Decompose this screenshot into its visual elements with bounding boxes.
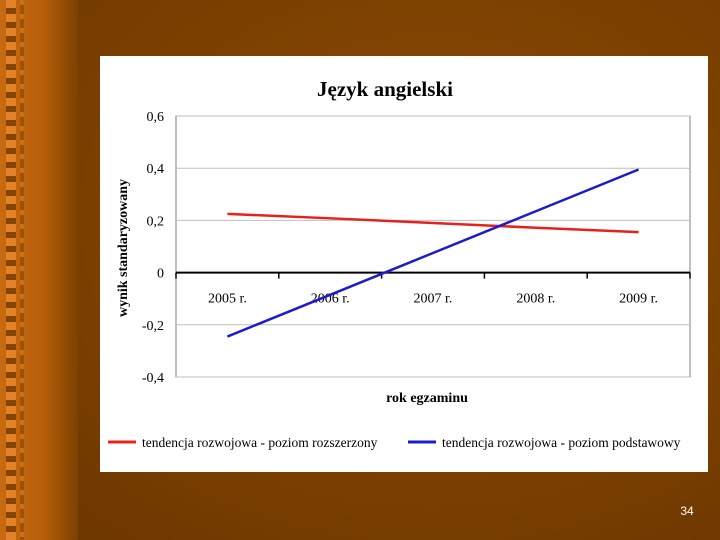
series-line-rozszerzony <box>227 212 639 234</box>
chart-panel: Język angielski -0,4 -0,2 0 0,2 0,4 0,6 2005 … <box>100 56 708 472</box>
series-lines <box>226 168 640 338</box>
plot-area <box>175 115 691 378</box>
x-tick-label: 2007 r. <box>414 292 453 307</box>
decorative-perforation-inner <box>20 0 24 540</box>
decorative-perforation <box>6 0 16 540</box>
x-tick-label: 2009 r. <box>619 292 658 307</box>
x-tick-label: 2006 r. <box>311 292 350 307</box>
legend-label: tendencja rozwojowa - poziom podstawowy <box>442 435 681 450</box>
legend: tendencja rozwojowa - poziom rozszerzony… <box>108 435 681 450</box>
legend-label: tendencja rozwojowa - poziom rozszerzony <box>142 435 378 450</box>
y-tick-label: -0,4 <box>142 371 164 386</box>
y-tick-label: -0,2 <box>142 319 164 334</box>
y-tick-label: 0,4 <box>147 162 165 177</box>
x-tick-label: 2005 r. <box>208 292 247 307</box>
chart-title: Język angielski <box>317 77 453 101</box>
page-number: 34 <box>680 504 694 518</box>
x-axis-label: rok egzaminu <box>386 391 468 406</box>
x-tick-labels: 2005 r. 2006 r. 2007 r. 2008 r. 2009 r. <box>208 292 658 307</box>
gridlines <box>175 115 691 378</box>
y-axis-label: wynik standaryzowany <box>116 179 131 317</box>
y-tick-label: 0 <box>157 267 164 282</box>
line-chart: Język angielski -0,4 -0,2 0 0,2 0,4 0,6 2005 … <box>108 77 691 450</box>
series-line-podstawowy <box>226 168 640 338</box>
y-tick-labels: -0,4 -0,2 0 0,2 0,4 0,6 <box>142 110 164 386</box>
y-tick-label: 0,2 <box>147 214 165 229</box>
y-tick-label: 0,6 <box>147 110 165 125</box>
x-tick-label: 2008 r. <box>516 292 555 307</box>
